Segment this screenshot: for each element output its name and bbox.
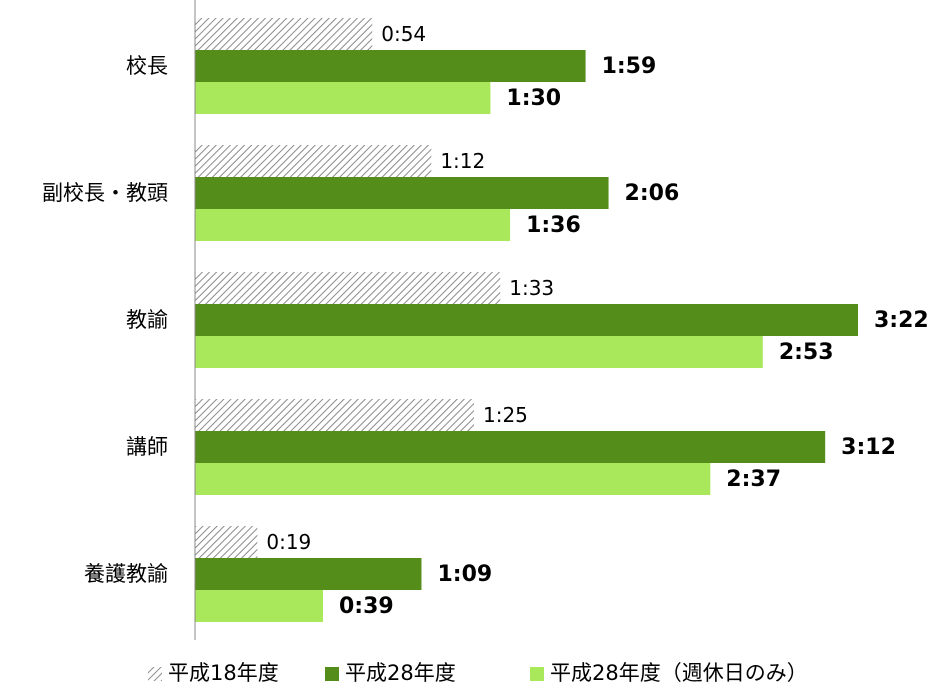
legend-label-1: 平成18年度 [168,661,279,685]
category-label: 副校長・教頭 [42,181,168,205]
bar-3-1 [195,82,491,114]
category-label: 養護教諭 [84,562,168,586]
legend: 平成18年度 平成28年度 平成28年度（週休日のみ） [148,661,808,685]
data-label: 1:12 [440,149,485,173]
value-labels: 0:54 1:59 1:30 1:12 2:06 1:36 1:33 3:22 2:53 1:25… [266,22,928,619]
legend-swatch-3 [530,667,544,681]
category-label: 教諭 [126,308,168,332]
bar-2-5 [195,558,422,590]
bars-group [195,18,858,622]
category-label: 講師 [126,435,168,459]
data-label: 0:39 [339,594,394,619]
data-label: 3:22 [874,308,929,333]
legend-label-2: 平成28年度 [345,661,456,685]
data-label: 1:59 [602,54,657,79]
data-label: 1:33 [509,276,554,300]
legend-label-3: 平成28年度（週休日のみ） [550,661,808,685]
data-label: 0:54 [381,22,426,46]
category-label: 校長 [126,54,168,78]
data-label: 2:53 [779,340,834,365]
bar-1-4 [195,399,474,431]
data-label: 2:37 [726,467,781,492]
bar-1-2 [195,145,432,177]
bar-3-2 [195,209,511,241]
legend-swatch-1 [148,667,162,681]
data-label: 1:36 [526,213,581,238]
data-label: 1:09 [437,562,492,587]
bar-2-4 [195,431,826,463]
data-label: 0:19 [266,530,311,554]
bar-1-1 [195,18,373,50]
bar-2-2 [195,177,609,209]
legend-swatch-2 [325,667,339,681]
bar-3-3 [195,336,763,368]
bar-2-3 [195,304,858,336]
bar-1-3 [195,272,501,304]
data-label: 1:25 [483,403,528,427]
data-label: 2:06 [625,181,680,206]
bar-1-5 [195,526,258,558]
bar-3-4 [195,463,711,495]
bar-3-5 [195,590,324,622]
data-label: 1:30 [506,86,561,111]
data-label: 3:12 [841,435,896,460]
bar-2-1 [195,50,586,82]
